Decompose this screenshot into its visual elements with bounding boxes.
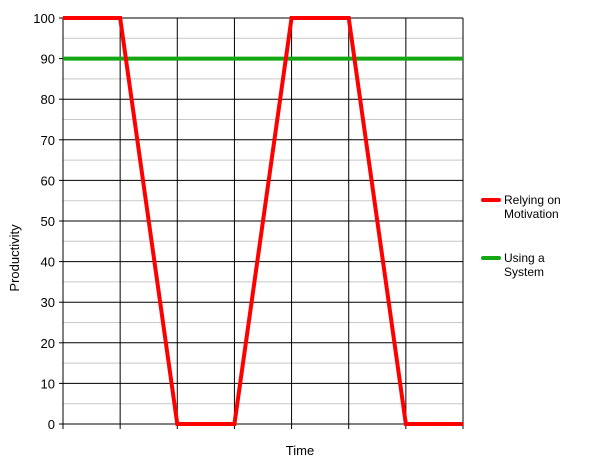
y-tick-label: 80 — [41, 92, 55, 107]
y-tick-label: 60 — [41, 173, 55, 188]
y-tick-label: 100 — [33, 11, 55, 26]
tick-labels: 0 10 20 30 40 50 60 70 80 90 100 — [33, 11, 55, 432]
series-lines — [63, 16, 463, 426]
y-tick-label: 10 — [41, 376, 55, 391]
y-tick-label: 30 — [41, 295, 55, 310]
legend-label-using-a-system: Using a System — [504, 251, 545, 279]
y-tick-label: 50 — [41, 214, 55, 229]
y-tick-label: 70 — [41, 133, 55, 148]
y-tick-label: 40 — [41, 255, 55, 270]
legend-label-relying-on-motivation: Relying on Motivation — [504, 193, 561, 221]
y-tick-label: 20 — [41, 336, 55, 351]
series-line-relying-on-motivation — [63, 16, 463, 426]
legend: Relying on Motivation Using a System — [481, 193, 561, 279]
minor-gridlines — [63, 37, 463, 405]
axes — [59, 17, 464, 429]
x-axis-label: Time — [286, 443, 314, 458]
y-tick-label: 0 — [48, 417, 55, 432]
y-axis-label: Productivity — [7, 224, 22, 292]
y-tick-label: 90 — [41, 52, 55, 67]
